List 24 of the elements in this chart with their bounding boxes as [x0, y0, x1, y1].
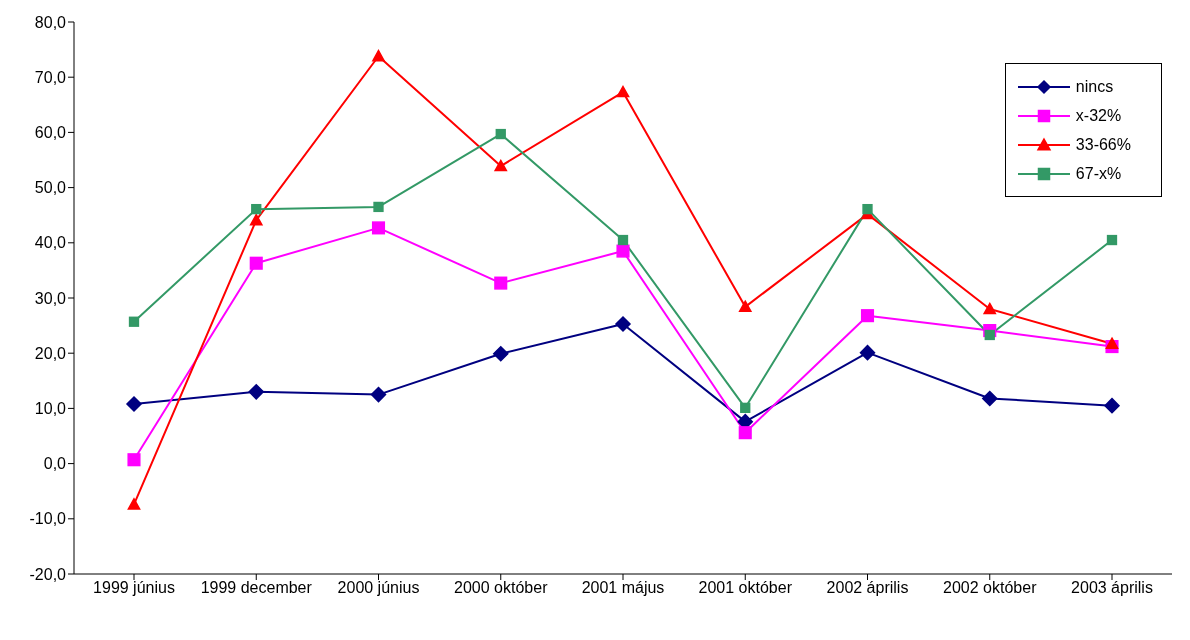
legend-label: 33-66%	[1075, 135, 1131, 154]
y-tick-label: 0,0	[43, 455, 67, 473]
x-tick-label: 1999 december	[200, 579, 313, 597]
x-tick-label: 2001 május	[581, 579, 665, 597]
x-tick-label: 2000 június	[337, 579, 420, 597]
legend-label: x-32%	[1075, 106, 1122, 125]
y-tick-label: 60,0	[34, 124, 67, 142]
y-tick-label: 80,0	[34, 13, 67, 31]
y-tick-label: 30,0	[34, 289, 67, 307]
x-tick-label: 1999 június	[93, 579, 175, 597]
x-tick-label: 2002 április	[826, 579, 909, 597]
x-tick-label: 2003 április	[1071, 579, 1153, 597]
x-tick-label: 2001 október	[698, 579, 793, 597]
y-tick-label: 20,0	[34, 344, 67, 362]
y-tick-label: 10,0	[34, 400, 67, 418]
legend-label: nincs	[1075, 77, 1114, 96]
y-tick-label: 40,0	[34, 234, 67, 252]
x-tick-label: 2000 október	[454, 579, 549, 597]
legend-label: 67-x%	[1075, 164, 1122, 183]
y-tick-label: 50,0	[34, 179, 67, 197]
y-tick-label: -10,0	[29, 510, 67, 528]
y-tick-label: 70,0	[34, 68, 67, 86]
y-tick-label: -20,0	[29, 565, 67, 583]
x-tick-label: 2002 október	[943, 579, 1038, 597]
